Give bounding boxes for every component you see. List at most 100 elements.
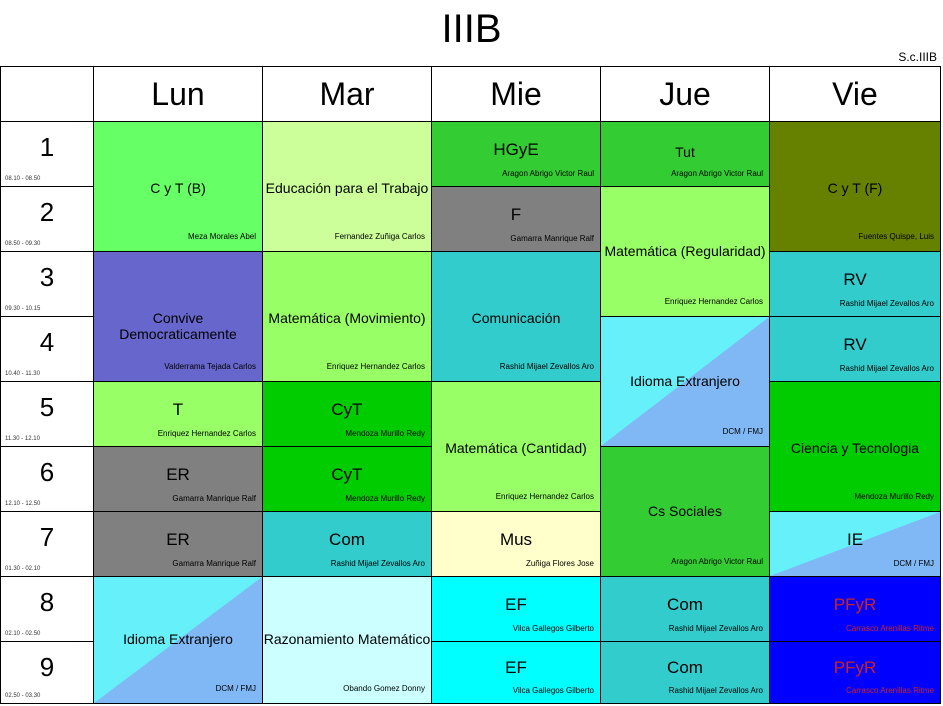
- period-number: 7: [39, 522, 55, 552]
- class-cell-jue-4: Idioma Extranjero DCM / FMJ: [600, 316, 770, 447]
- teacher-label: Rashid Mijael Zevallos Aro: [839, 364, 934, 373]
- teacher-label: Mendoza Murillo Redy: [345, 494, 425, 503]
- corner-cell: [0, 66, 94, 122]
- period-time: 10.40 - 11.30: [5, 371, 40, 377]
- class-cell-lun-7: ER Gamarra Manrique Ralf: [93, 511, 263, 577]
- subject-label: Com: [667, 658, 703, 677]
- period-9: 9 02.50 - 03.30: [0, 641, 94, 704]
- subject-label: C y T (B): [150, 180, 206, 196]
- class-cell-vie-7: IE DCM / FMJ: [769, 511, 941, 577]
- class-cell-mar-7: Com Rashid Mijael Zevallos Aro: [262, 511, 432, 577]
- period-number: 9: [39, 652, 55, 682]
- section-code: S.c.IIIB: [898, 50, 937, 64]
- teacher-label: Enriquez Hernandez Carlos: [664, 297, 763, 306]
- subject-label: Idioma Extranjero: [630, 373, 740, 389]
- period-time: 02.10 - 02.50: [5, 631, 41, 637]
- day-header-lun: Lun: [93, 66, 263, 122]
- period-number: 3: [39, 262, 55, 292]
- class-cell-vie-1: C y T (F) Fuentes Quispe, Luis: [769, 121, 941, 252]
- teacher-label: Obando Gomez Donny: [343, 684, 425, 693]
- period-time: 02.50 - 03.30: [5, 693, 41, 699]
- timetable-title: IIIB: [441, 7, 502, 51]
- teacher-label: Rashid Mijael Zevallos Aro: [839, 299, 934, 308]
- teacher-label: Carrasco Arenillas Ritme: [845, 624, 934, 633]
- teacher-label: Rashid Mijael Zevallos Aro: [330, 559, 425, 568]
- teacher-label: Gamarra Manrique Ralf: [510, 234, 594, 243]
- teacher-label: Carrasco Arenillas Ritme: [845, 686, 934, 695]
- class-cell-mie-7: Mus Zuñiga Flores Jose: [431, 511, 601, 577]
- teacher-label: Vilca Gallegos Gilberto: [512, 624, 594, 633]
- class-cell-mie-5: Matemática (Cantidad) Enriquez Hernandez…: [431, 381, 601, 512]
- class-cell-mie-1: HGyE Aragon Abrigo Victor Raul: [431, 121, 601, 187]
- period-time: 12.10 - 12.50: [5, 501, 41, 507]
- teacher-label: Fuentes Quispe, Luis: [858, 232, 934, 241]
- class-cell-mie-3: Comunicación Rashid Mijael Zevallos Aro: [431, 251, 601, 382]
- teacher-label: Aragon Abrigo Victor Raul: [502, 169, 594, 178]
- subject-label: Idioma Extranjero: [123, 631, 233, 647]
- period-time: 11.30 - 12.10: [5, 436, 40, 442]
- teacher-label: Rashid Mijael Zevallos Aro: [668, 624, 763, 633]
- class-cell-mar-1: Educación para el Trabajo Fernandez Zuñi…: [262, 121, 432, 252]
- teacher-label: Enriquez Hernandez Carlos: [495, 492, 594, 501]
- teacher-label: DCM / FMJ: [722, 427, 763, 436]
- class-cell-lun-5: T Enriquez Hernandez Carlos: [93, 381, 263, 447]
- teacher-label: Valderrama Tejada Carlos: [164, 362, 256, 371]
- class-cell-vie-4: RV Rashid Mijael Zevallos Aro: [769, 316, 941, 382]
- period-3: 3 09.30 - 10.15: [0, 251, 94, 317]
- subject-label: PFyR: [833, 658, 877, 677]
- class-cell-lun-6: ER Gamarra Manrique Ralf: [93, 446, 263, 512]
- period-number: 2: [39, 197, 55, 227]
- subject-label: Tut: [675, 144, 695, 160]
- period-5: 5 11.30 - 12.10: [0, 381, 94, 447]
- period-time: 08.10 - 08.50: [5, 176, 41, 182]
- period-4: 4 10.40 - 11.30: [0, 316, 94, 382]
- class-cell-mar-6: CyT Mendoza Murillo Redy: [262, 446, 432, 512]
- period-number: 5: [39, 392, 55, 422]
- teacher-label: Mendoza Murillo Redy: [854, 492, 934, 501]
- teacher-label: Rashid Mijael Zevallos Aro: [499, 362, 594, 371]
- class-cell-mar-5: CyT Mendoza Murillo Redy: [262, 381, 432, 447]
- subject-label: RV: [843, 335, 867, 354]
- subject-label: Matemática (Regularidad): [604, 243, 766, 259]
- day-header-mar: Mar: [262, 66, 432, 122]
- teacher-label: Gamarra Manrique Ralf: [172, 494, 256, 503]
- class-cell-jue-8: Com Rashid Mijael Zevallos Aro: [600, 576, 770, 642]
- class-cell-vie-9: PFyR Carrasco Arenillas Ritme: [769, 641, 941, 704]
- class-cell-mie-2: F Gamarra Manrique Ralf: [431, 186, 601, 252]
- period-time: 08.50 - 09.30: [5, 241, 41, 247]
- subject-label: Com: [667, 595, 703, 614]
- period-1: 1 08.10 - 08.50: [0, 121, 94, 187]
- teacher-label: DCM / FMJ: [215, 684, 256, 693]
- class-cell-lun-8: Idioma Extranjero DCM / FMJ: [93, 576, 263, 704]
- teacher-label: Aragon Abrigo Victor Raul: [671, 169, 763, 178]
- class-cell-mie-8: EF Vilca Gallegos Gilberto: [431, 576, 601, 642]
- subject-label: Matemática (Movimiento): [268, 310, 426, 326]
- period-2: 2 08.50 - 09.30: [0, 186, 94, 252]
- subject-label: EF: [505, 595, 527, 614]
- subject-label: Razonamiento Matemático: [263, 631, 431, 647]
- subject-label: Educación para el Trabajo: [265, 180, 429, 196]
- teacher-label: Enriquez Hernandez Carlos: [326, 362, 425, 371]
- period-number: 4: [39, 327, 55, 357]
- subject-label: PFyR: [833, 595, 877, 614]
- teacher-label: Vilca Gallegos Gilberto: [512, 686, 594, 695]
- subject-label: EF: [505, 658, 527, 677]
- subject-label: C y T (F): [827, 180, 883, 196]
- subject-label: IE: [846, 530, 864, 549]
- class-cell-lun-3: Convive Democraticamente Valderrama Teja…: [93, 251, 263, 382]
- period-number: 1: [39, 132, 55, 162]
- class-cell-mar-3: Matemática (Movimiento) Enriquez Hernand…: [262, 251, 432, 382]
- subject-label: ER: [166, 465, 190, 484]
- teacher-label: Meza Morales Abel: [187, 232, 256, 241]
- period-8: 8 02.10 - 02.50: [0, 576, 94, 642]
- period-6: 6 12.10 - 12.50: [0, 446, 94, 512]
- class-cell-mie-9: EF Vilca Gallegos Gilberto: [431, 641, 601, 704]
- day-header-mie: Mie: [431, 66, 601, 122]
- subject-label: Cs Sociales: [648, 503, 722, 519]
- subject-label: Convive Democraticamente: [119, 310, 237, 342]
- class-cell-vie-8: PFyR Carrasco Arenillas Ritme: [769, 576, 941, 642]
- class-cell-vie-3: RV Rashid Mijael Zevallos Aro: [769, 251, 941, 317]
- class-cell-lun-1: C y T (B) Meza Morales Abel: [93, 121, 263, 252]
- teacher-label: Rashid Mijael Zevallos Aro: [668, 686, 763, 695]
